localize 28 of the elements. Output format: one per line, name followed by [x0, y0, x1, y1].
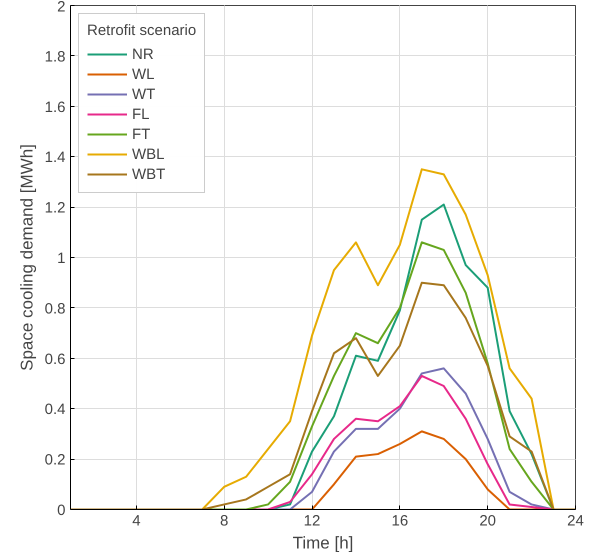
legend-label: NR [132, 46, 154, 62]
y-axis-title: Space cooling demand [MWh] [18, 144, 37, 371]
y-tick-label: 0.6 [44, 350, 66, 368]
legend-label: FL [132, 106, 151, 122]
x-axis-title: Time [h] [292, 534, 354, 552]
y-tick-label: 1.2 [44, 200, 66, 217]
x-tick-label: 16 [392, 512, 408, 530]
x-tick-label: 24 [567, 512, 584, 530]
x-tick-label: 12 [304, 512, 320, 530]
y-tick-label: 1.6 [44, 98, 66, 116]
legend-label: WT [132, 86, 156, 102]
y-tick-label: 0.2 [44, 452, 66, 469]
x-tick-label: 8 [220, 512, 228, 530]
y-tick-label: 1 [57, 250, 66, 267]
legend-label: WBL [132, 146, 165, 162]
legend-title: Retrofit scenario [87, 22, 196, 39]
x-tick-label: 20 [479, 512, 496, 530]
line-series [201, 168, 555, 510]
y-tick-label: 1.8 [44, 48, 66, 66]
legend-label: WL [132, 66, 154, 82]
y-tick-label: 1.4 [44, 149, 66, 166]
x-tick-label: 4 [132, 512, 141, 530]
y-tick-label: 2 [57, 0, 66, 16]
legend-label: WBT [132, 166, 166, 182]
y-tick-label: 0.4 [44, 401, 66, 418]
y-tick-label: 0 [57, 502, 66, 519]
legend-label: FT [132, 126, 152, 142]
y-tick-label: 0.8 [44, 300, 66, 318]
